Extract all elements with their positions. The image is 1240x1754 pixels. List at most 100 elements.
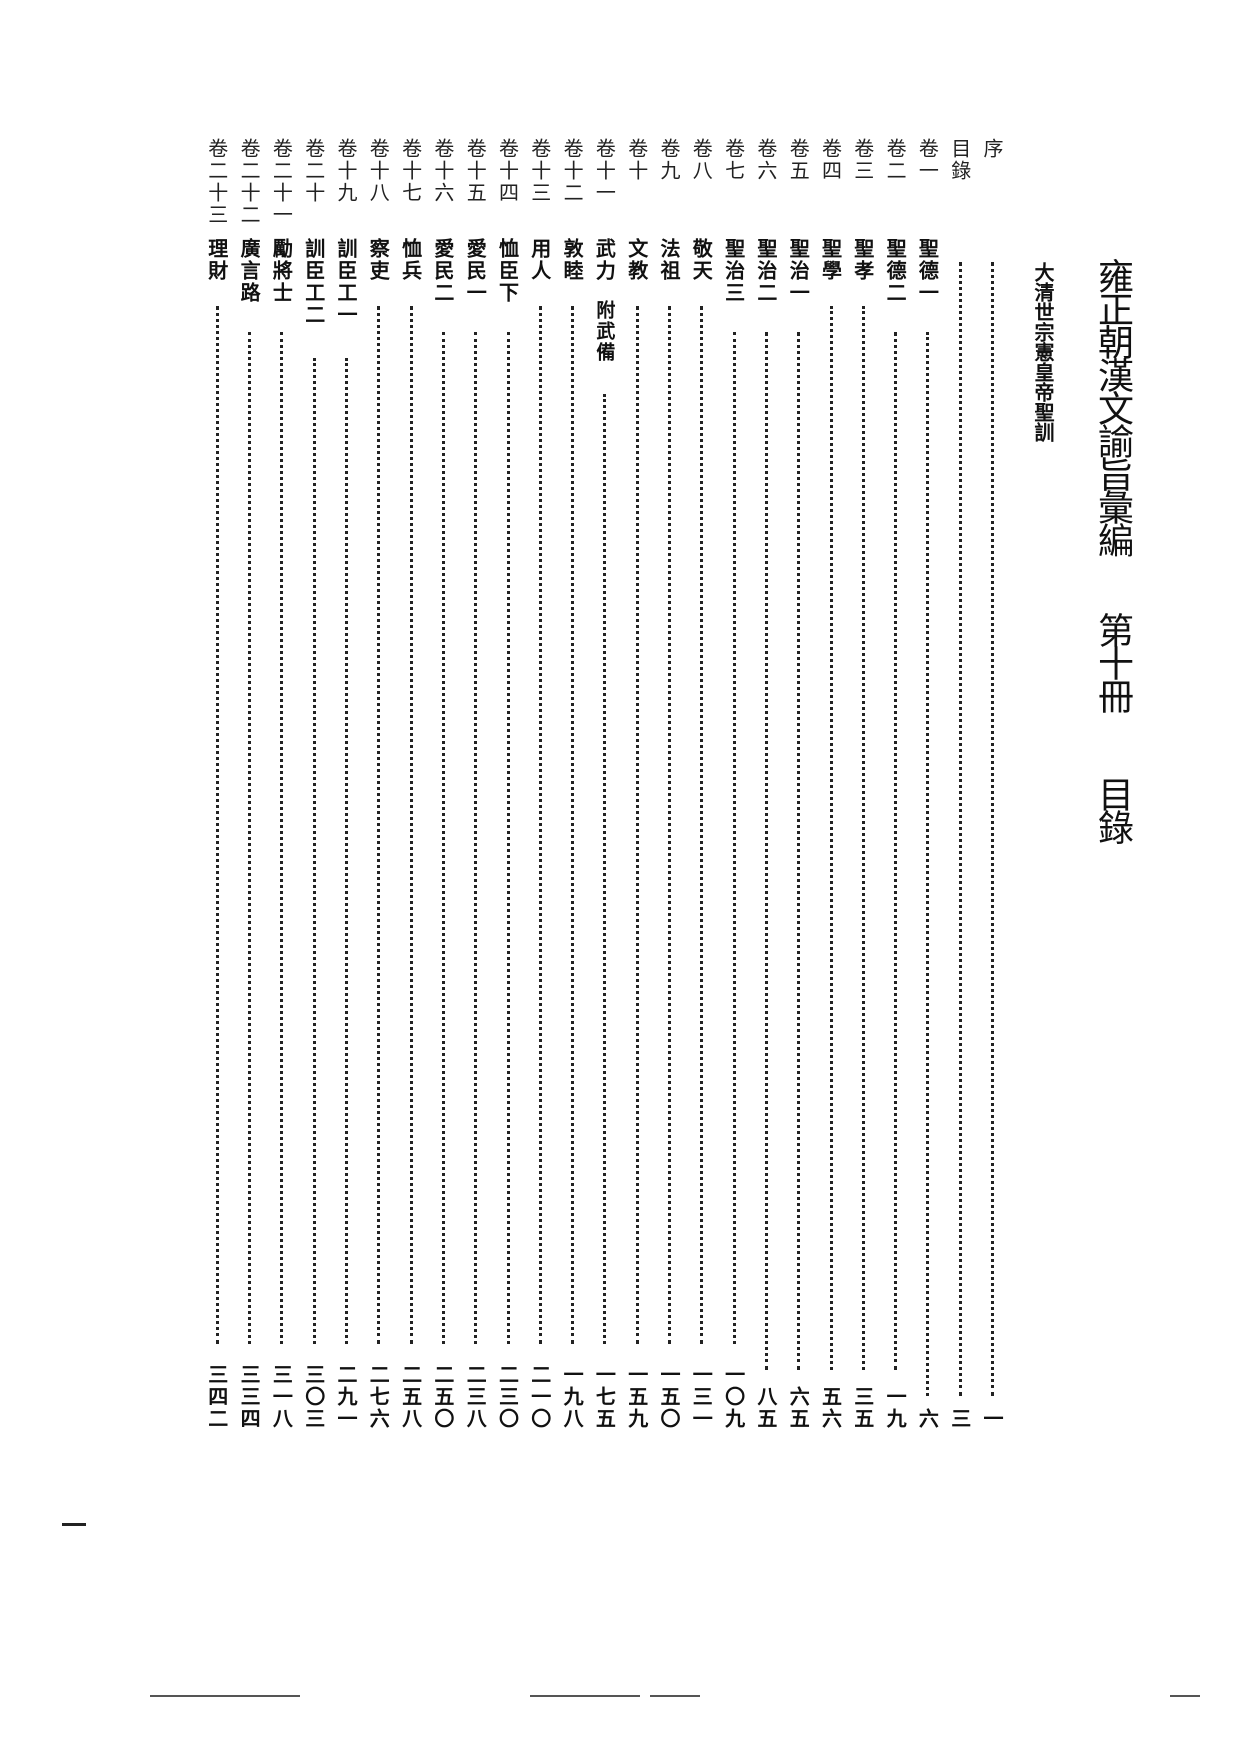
book-title: 雍正朝漢文諭旨彙編 (1092, 258, 1133, 555)
volume-number: 卷四 (818, 138, 843, 182)
page-number: 二三〇 (495, 1364, 520, 1430)
dot-leader (926, 332, 930, 1396)
page-number: 二三八 (463, 1364, 488, 1430)
volume-number: 卷五 (786, 138, 811, 182)
volume-number: 卷七 (721, 138, 746, 182)
page-number: 三 (947, 1408, 972, 1430)
toc-entry[interactable]: 卷三 聖孝 三五 (851, 0, 875, 1754)
toc-entry[interactable]: 卷七 聖治三 一〇九 (722, 0, 746, 1754)
toc-entry[interactable]: 卷十八 察吏 二七六 (366, 0, 390, 1754)
dot-leader (506, 332, 510, 1344)
chapter-title: 敦睦 (560, 238, 585, 282)
page-number: 一七五 (592, 1364, 617, 1430)
toc-entry[interactable]: 序一 (980, 0, 1004, 1754)
toc-entry[interactable]: 卷六 聖治二 八五 (754, 0, 778, 1754)
toc-entry[interactable]: 卷二 聖德二 一九 (883, 0, 907, 1754)
dot-leader (603, 394, 607, 1344)
chapter-title: 勵將士 (269, 238, 294, 304)
volume-number: 卷十一 (592, 138, 617, 204)
toc-entry[interactable]: 卷十七 恤兵 二五八 (399, 0, 423, 1754)
volume-number: 卷十八 (366, 138, 391, 204)
toc-entry[interactable]: 卷五 聖治一 六五 (786, 0, 810, 1754)
chapter-title: 察吏 (366, 238, 391, 282)
scan-artifact (650, 1695, 700, 1697)
toc-entry[interactable]: 卷二十三 理財 三四二 (205, 0, 229, 1754)
page-number: 五六 (818, 1386, 843, 1430)
volume-number: 卷十九 (334, 138, 358, 204)
page-number: 三一八 (269, 1364, 294, 1430)
volume-number: 卷二十 (301, 138, 326, 204)
volume-number: 卷十七 (398, 138, 423, 204)
chapter-title: 恤臣下 (495, 238, 520, 304)
toc-entry[interactable]: 卷十二 敦睦 一九八 (560, 0, 584, 1754)
chapter-title: 愛民二 (430, 238, 455, 304)
toc-entry[interactable]: 卷九 法祖 一五〇 (657, 0, 681, 1754)
toc-entry[interactable]: 卷八 敬天 一三一 (689, 0, 713, 1754)
page-number: 八五 (753, 1386, 778, 1430)
volume-number: 卷十三 (527, 138, 552, 204)
toc-entry[interactable]: 卷二十一勵將士三一八 (269, 0, 293, 1754)
toc-entry[interactable]: 目錄三 (948, 0, 972, 1754)
chapter-title: 訓臣工一 (334, 238, 358, 326)
toc-entry[interactable]: 卷一 聖德一六 (915, 0, 939, 1754)
page-number: 二五〇 (430, 1364, 455, 1430)
dot-leader (409, 306, 413, 1344)
dot-leader (312, 358, 316, 1344)
toc-entry[interactable]: 卷十三 用人 二一〇 (528, 0, 552, 1754)
page-number: 二九一 (334, 1364, 358, 1430)
volume-number: 卷九 (657, 138, 681, 182)
dot-leader (732, 332, 736, 1344)
chapter-title: 愛民一 (463, 238, 488, 304)
chapter-title: 聖德一 (915, 238, 940, 304)
dot-leader (991, 262, 994, 1396)
toc-entry[interactable]: 卷十四 恤臣下 二三〇 (496, 0, 520, 1754)
page-number: 一 (980, 1408, 1004, 1430)
volume-number: 卷二十一 (269, 138, 294, 226)
volume-number: 卷二 (883, 138, 908, 182)
chapter-title: 用人 (527, 238, 552, 282)
scan-artifact (150, 1695, 300, 1697)
volume-number: 卷十四 (495, 138, 520, 204)
toc-entry[interactable]: 卷二十二 廣言路 三三四 (237, 0, 261, 1754)
dot-leader (441, 332, 445, 1344)
chapter-title: 聖治三 (721, 238, 746, 304)
chapter-note: 附武備 (593, 300, 616, 363)
volume-number: 序 (980, 138, 1004, 160)
dot-leader (635, 306, 639, 1344)
chapter-title: 恤兵 (398, 238, 423, 282)
dot-leader (345, 358, 348, 1344)
dot-leader (764, 332, 768, 1370)
subtitle: 大清世宗憲皇帝聖訓 (1031, 262, 1055, 442)
toc-entry[interactable]: 卷二十 訓臣工二 三〇三 (302, 0, 326, 1754)
page-number: 一五〇 (657, 1364, 681, 1430)
chapter-title: 聖學 (818, 238, 843, 282)
section-label: 目錄 (1092, 776, 1133, 842)
dot-leader (829, 306, 833, 1370)
toc-entry[interactable]: 卷十一 武力 附武備 一七五 (592, 0, 616, 1754)
volume-number: 卷二十二 (237, 138, 262, 226)
chapter-title: 敬天 (689, 238, 714, 282)
scan-artifact (530, 1695, 640, 1697)
page-number: 三三四 (237, 1364, 262, 1430)
dot-leader (668, 306, 671, 1344)
toc-entry[interactable]: 卷十九訓臣工一二九一 (334, 0, 358, 1754)
page-number: 二一〇 (527, 1364, 552, 1430)
toc-entry[interactable]: 卷四 聖學 五六 (819, 0, 843, 1754)
toc-entry[interactable]: 卷十 文教 一五九 (625, 0, 649, 1754)
chapter-title: 法祖 (657, 238, 681, 282)
margin-mark (62, 1523, 86, 1526)
chapter-title: 文教 (624, 238, 649, 282)
page-number: 二七六 (366, 1364, 391, 1430)
page-number: 一五九 (624, 1364, 649, 1430)
volume-number: 卷六 (753, 138, 778, 182)
scan-artifact (1170, 1695, 1200, 1697)
page-number: 一〇九 (721, 1364, 746, 1430)
dot-leader (797, 332, 801, 1370)
chapter-title: 聖德二 (883, 238, 908, 304)
toc-entry[interactable]: 卷十五 愛民一 二三八 (463, 0, 487, 1754)
toc-entry[interactable]: 卷十六 愛民二 二五〇 (431, 0, 455, 1754)
page-number: 三五 (850, 1386, 875, 1430)
page-number: 三〇三 (301, 1364, 326, 1430)
volume-label: 第十冊 (1092, 612, 1133, 711)
page-number: 一三一 (689, 1364, 714, 1430)
